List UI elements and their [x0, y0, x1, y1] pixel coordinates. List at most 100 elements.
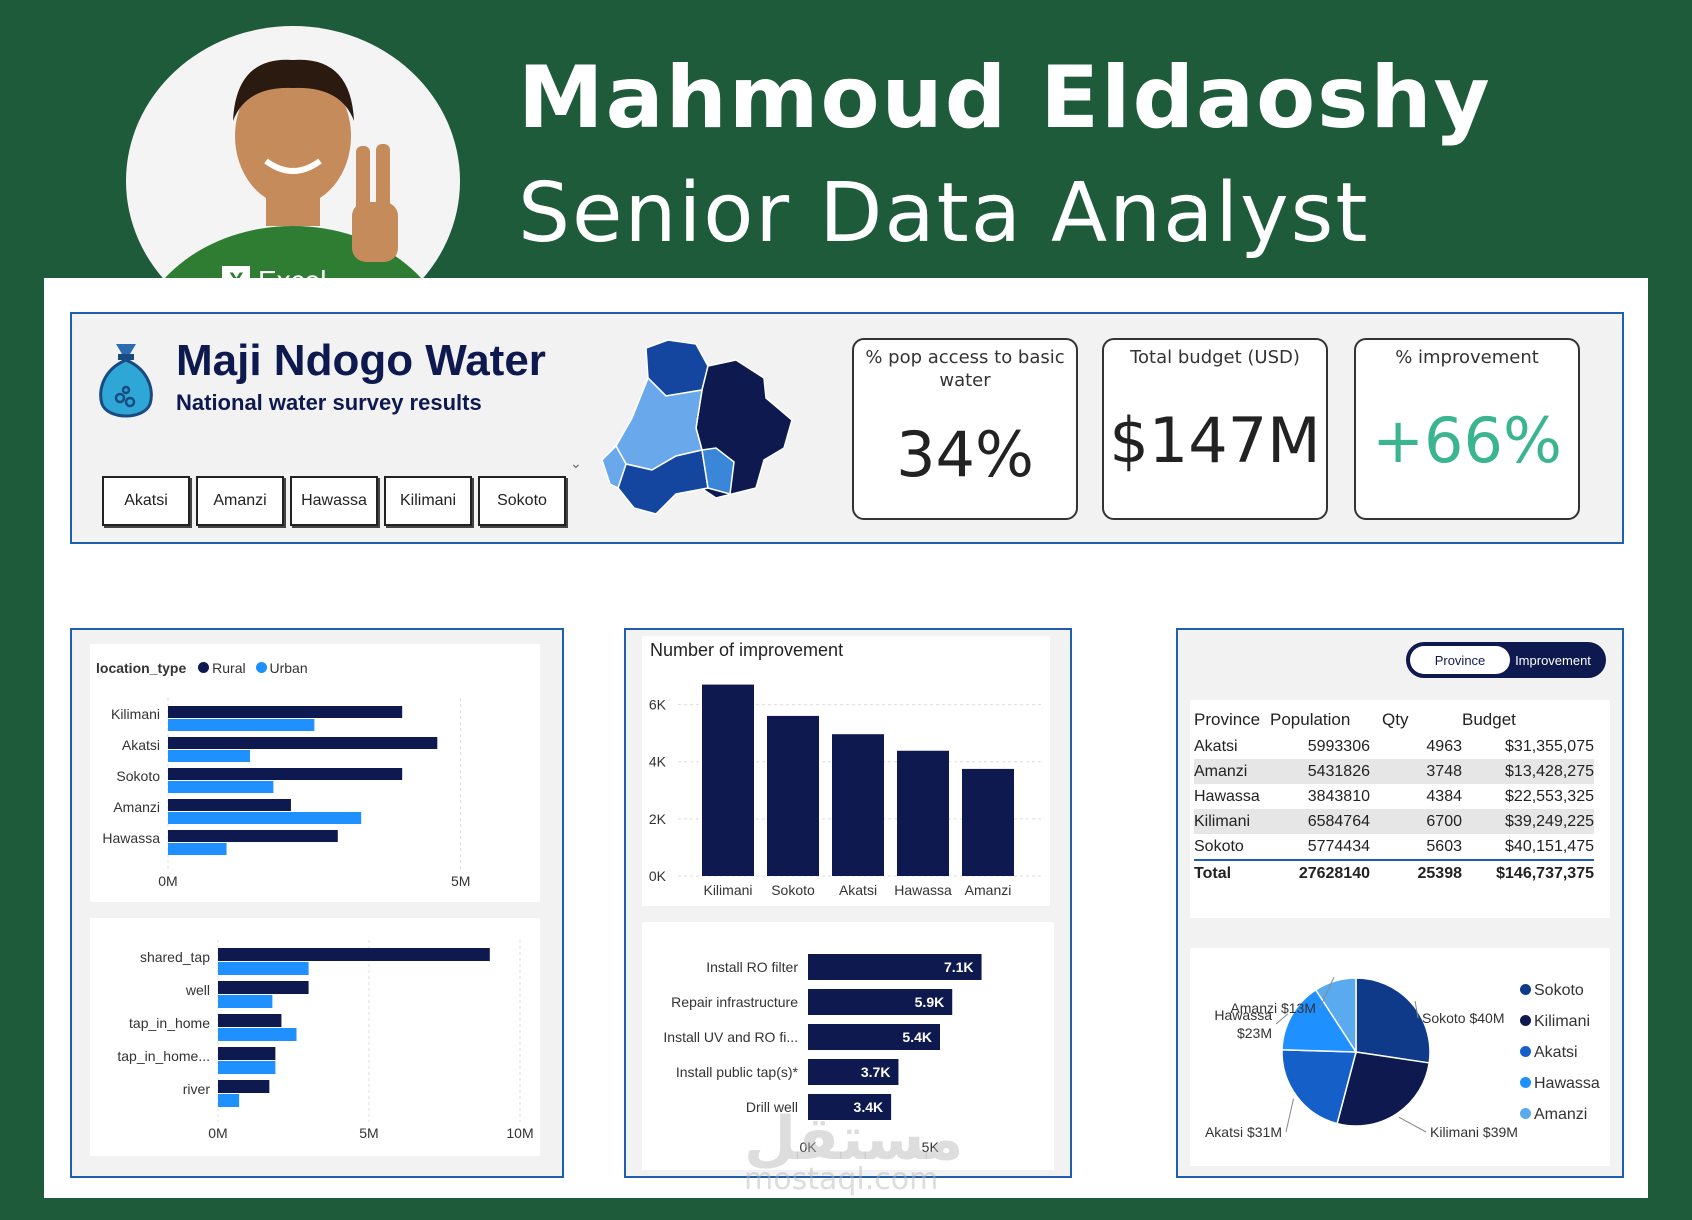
cell-population: 5431826 — [1270, 759, 1370, 784]
category-label: Repair infrastructure — [671, 994, 798, 1010]
x-tick-label: 5M — [451, 873, 470, 889]
data-label: 5.4K — [902, 1029, 932, 1045]
toggle-province[interactable]: Province — [1410, 646, 1510, 674]
legend-dot-rural — [198, 662, 210, 673]
kpi-value: $147M — [1109, 404, 1321, 477]
data-label: 3.4K — [854, 1099, 884, 1115]
bar-rural — [218, 981, 309, 994]
cell-province: Hawassa — [1194, 787, 1260, 805]
slice-label: Amanzi $13M — [1230, 1000, 1316, 1016]
column-bar — [962, 768, 1014, 876]
legend-urban: Urban — [269, 660, 308, 676]
chart-legend: location_type Rural Urban — [96, 660, 308, 676]
x-tick-label: 5M — [359, 1125, 378, 1141]
map-region-west — [601, 444, 627, 490]
toggle-improvement[interactable]: Improvement — [1515, 652, 1591, 668]
leader-line — [1414, 1001, 1419, 1019]
category-label: Install public tap(s)* — [676, 1064, 799, 1080]
slice-label: $23M — [1237, 1025, 1272, 1041]
watermark-latin: mostaql.com — [744, 1162, 939, 1197]
slicer-hawassa[interactable]: Hawassa — [290, 476, 378, 526]
slicer-kilimani[interactable]: Kilimani — [384, 476, 472, 526]
bar-rural — [168, 737, 438, 749]
y-tick-label: 2K — [649, 811, 667, 827]
location-bar-chart[interactable]: 0M 5M Kilimani Akatsi Sokoto Amanzi Hawassa — [90, 694, 540, 894]
category-label: Install UV and RO fi... — [663, 1029, 798, 1045]
bar — [808, 989, 953, 1015]
pie-legend-hawassa: Hawassa — [1520, 1075, 1600, 1093]
cell-province: Kilimani — [1194, 809, 1270, 834]
pie-slice — [1281, 988, 1358, 1053]
kpi-value: 34% — [896, 418, 1034, 491]
x-tick-label: 5K — [922, 1139, 940, 1155]
slicer-amanzi[interactable]: Amanzi — [196, 476, 284, 526]
x-tick-label: Kilimani — [703, 882, 752, 898]
col-province[interactable]: Province — [1194, 710, 1261, 729]
table-row[interactable]: Hawassa 3843810 4384 $22,553,325 — [1194, 784, 1594, 809]
kpi-label: % pop access to basic water — [865, 347, 1065, 391]
legend-dot — [1520, 1108, 1531, 1119]
bar-rural — [218, 948, 490, 961]
slicer-akatsi[interactable]: Akatsi — [102, 476, 190, 526]
bar — [808, 1024, 940, 1050]
budget-table: Province Population Qty Budget Akatsi 59… — [1194, 706, 1594, 886]
x-tick-label: Sokoto — [771, 882, 815, 898]
bar-urban — [168, 719, 315, 731]
bar-urban — [218, 1061, 276, 1074]
cell-province: Akatsi — [1194, 737, 1238, 755]
cell-population: 6584764 — [1270, 809, 1370, 834]
table-header-row: Province Population Qty Budget — [1194, 706, 1594, 734]
bar-urban — [168, 781, 274, 793]
bar-urban — [218, 1094, 240, 1107]
column-bar — [702, 684, 754, 876]
view-toggle[interactable]: Province Improvement — [1406, 642, 1606, 678]
chevron-down-icon[interactable]: ⌄ — [570, 456, 582, 472]
x-tick-label: Akatsi — [839, 882, 877, 898]
leader-line — [1319, 976, 1335, 1009]
bar — [808, 954, 982, 980]
budget-pie-chart[interactable]: Sokoto $40M Kilimani $39M Akatsi $31M Hawas… — [1190, 948, 1520, 1166]
slicer-sokoto[interactable]: Sokoto — [478, 476, 566, 526]
legend-dot-urban — [255, 662, 267, 673]
category-label: Kilimani — [111, 706, 160, 722]
bar-urban — [218, 1028, 297, 1041]
col-population[interactable]: Population — [1270, 710, 1351, 729]
category-label: Install RO filter — [706, 959, 798, 975]
data-label: 5.9K — [915, 994, 945, 1010]
leader-line — [1398, 1116, 1427, 1133]
table-row[interactable]: Akatsi 5993306 4963 $31,355,075 — [1194, 734, 1594, 759]
category-label: Amanzi — [113, 799, 160, 815]
slice-label: Sokoto $40M — [1422, 1010, 1505, 1026]
column-bar — [832, 734, 884, 876]
category-label: Hawassa — [102, 830, 160, 846]
table-row[interactable]: Amanzi 5431826 3748 $13,428,275 — [1194, 759, 1594, 784]
x-tick-label: 0M — [208, 1125, 227, 1141]
cell-budget: $31,355,075 — [1505, 737, 1594, 755]
improvement-type-bar-chart[interactable]: Install RO filter 7.1K Repair infrastructu… — [642, 940, 1054, 1166]
x-tick-label: Hawassa — [894, 882, 952, 898]
pie-slice — [1281, 1049, 1357, 1125]
table-row[interactable]: Kilimani 6584764 6700 $39,249,225 — [1194, 809, 1594, 834]
kpi-label: % improvement — [1395, 347, 1539, 368]
category-label: Akatsi — [122, 737, 160, 753]
cell-budget: $40,151,475 — [1505, 837, 1594, 855]
data-label: 3.7K — [861, 1064, 891, 1080]
column-bar — [897, 750, 949, 876]
legend-rural: Rural — [212, 660, 246, 676]
x-tick-label: 10M — [506, 1125, 533, 1141]
pie-slice — [1336, 1051, 1431, 1127]
col-budget[interactable]: Budget — [1462, 710, 1516, 729]
cell-budget: $22,553,325 — [1505, 787, 1594, 805]
leader-line — [1285, 1098, 1294, 1133]
cell-qty: 4384 — [1426, 787, 1462, 805]
table-row[interactable]: Sokoto 5774434 5603 $40,151,475 — [1194, 834, 1594, 860]
category-label: well — [185, 982, 210, 998]
x-tick-label: 0M — [158, 873, 177, 889]
province-map[interactable] — [596, 338, 832, 522]
improvement-column-chart[interactable]: Number of improvement 0K 2K 4K 6K Kilimani Sok… — [642, 636, 1050, 906]
bar-urban — [218, 962, 309, 975]
bar-urban — [168, 812, 362, 824]
col-qty[interactable]: Qty — [1382, 710, 1409, 729]
cell-province: Amanzi — [1194, 759, 1270, 784]
